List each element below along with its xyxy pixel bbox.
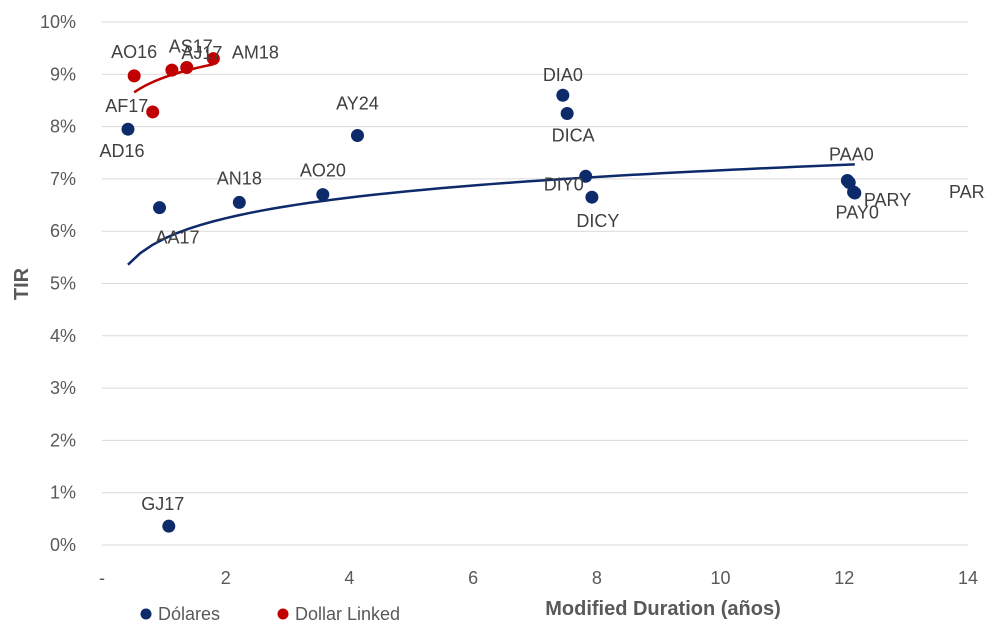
- data-label-dicy: DICY: [576, 211, 619, 231]
- data-point-dicy[interactable]: [585, 190, 599, 204]
- x-tick-label: 10: [711, 568, 731, 588]
- data-label-as17: AS17: [169, 37, 213, 57]
- data-label-ao16: AO16: [111, 42, 157, 62]
- y-tick-label: 5%: [50, 274, 76, 294]
- data-labels: AD16 AA17 GJ17 AN18 AO20 AY24 DIA0 DICA DIY0 DICY…: [99, 37, 985, 515]
- y-tick-label: 10%: [40, 12, 76, 32]
- data-point-gj17[interactable]: [162, 519, 176, 533]
- legend-marker-dolares: [140, 608, 152, 620]
- legend-label-dolares: Dólares: [158, 604, 220, 624]
- legend-marker-dollar-linked: [277, 608, 289, 620]
- data-point-diy0[interactable]: [579, 169, 593, 183]
- y-tick-label: 6%: [50, 221, 76, 241]
- data-label-ay24: AY24: [336, 93, 379, 113]
- data-label-aa17: AA17: [156, 228, 200, 248]
- data-point-aa17[interactable]: [153, 201, 167, 215]
- data-label-paa0: PAA0: [829, 144, 874, 164]
- data-label-an18: AN18: [217, 168, 262, 188]
- legend: Dólares Dollar Linked: [140, 604, 400, 624]
- data-point-dica[interactable]: [560, 107, 574, 121]
- x-tick-label: 2: [221, 568, 231, 588]
- data-label-diy0: DIY0: [544, 174, 584, 194]
- data-label-gj17: GJ17: [141, 494, 184, 514]
- y-tick-label: 3%: [50, 378, 76, 398]
- data-point-am18[interactable]: [206, 52, 220, 66]
- y-tick-label: 4%: [50, 326, 76, 346]
- trendline-series-0: [127, 163, 855, 266]
- y-tick-label: 2%: [50, 430, 76, 450]
- data-label-aj17: AJ17: [181, 43, 222, 63]
- data-point-an18[interactable]: [232, 195, 246, 209]
- y-tick-label: 8%: [50, 117, 76, 137]
- data-point-dia0[interactable]: [556, 88, 570, 102]
- y-tick-label: 7%: [50, 169, 76, 189]
- y-axis-title: TIR: [11, 267, 33, 300]
- x-tick-label: -: [99, 568, 105, 588]
- data-label-ad16: AD16: [99, 141, 144, 161]
- x-tick-label: 12: [834, 568, 854, 588]
- data-point-para[interactable]: [848, 186, 862, 200]
- y-tick-label: 0%: [50, 535, 76, 555]
- data-point-aj17[interactable]: [165, 63, 179, 77]
- y-tick-label: 1%: [50, 483, 76, 503]
- trendlines: [127, 63, 855, 266]
- data-point-ao20[interactable]: [316, 188, 330, 202]
- x-tick-label: 4: [344, 568, 354, 588]
- data-label-pary: PARY: [864, 190, 911, 210]
- legend-label-dollar-linked: Dollar Linked: [295, 604, 400, 624]
- x-tick-label: 6: [468, 568, 478, 588]
- data-point-as17[interactable]: [180, 61, 194, 75]
- x-axis-title: Modified Duration (años): [545, 598, 781, 620]
- data-points: [121, 52, 862, 533]
- data-label-dia0: DIA0: [543, 65, 583, 85]
- axes: 0% 1% 2% 3% 4% 5% 6% 7% 8% 9% 10% - 2 4 6 8 10 12 14: [40, 12, 978, 588]
- data-point-ad16[interactable]: [121, 122, 135, 136]
- gridlines: [102, 21, 968, 546]
- data-label-ao20: AO20: [300, 161, 346, 181]
- data-label-dica: DICA: [552, 126, 595, 146]
- data-label-pay0: PAY0: [836, 203, 879, 223]
- data-label-af17: AF17: [105, 96, 148, 116]
- data-point-af17[interactable]: [146, 105, 160, 119]
- data-point-ao16[interactable]: [127, 69, 141, 83]
- data-label-am18: AM18: [232, 43, 279, 63]
- y-tick-label: 9%: [50, 64, 76, 84]
- x-tick-label: 14: [958, 568, 978, 588]
- data-point-ay24[interactable]: [350, 128, 364, 142]
- x-tick-label: 8: [592, 568, 602, 588]
